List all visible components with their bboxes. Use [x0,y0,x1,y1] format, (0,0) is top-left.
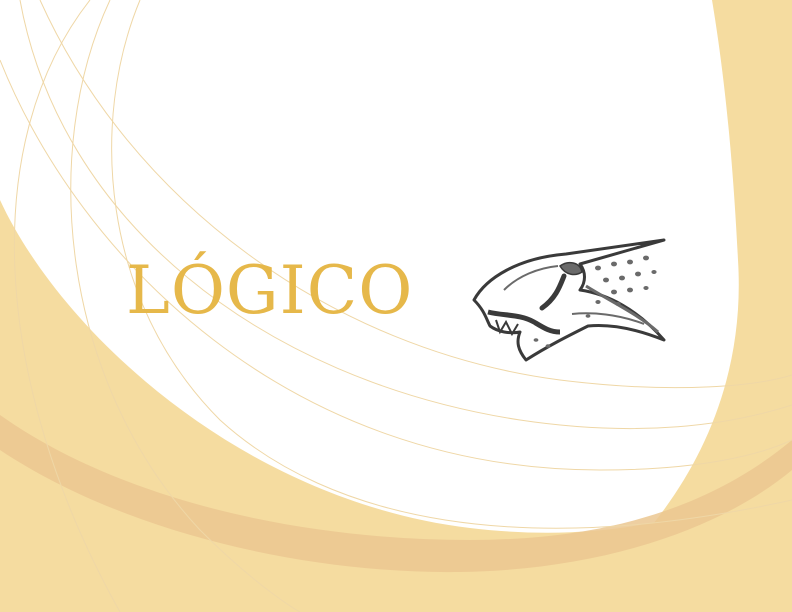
cheetah-head-icon [472,238,666,362]
right-swoosh-band [560,0,792,612]
brand-name: LÓGICO [126,258,413,324]
brand-name-text: LÓGICO [126,252,414,329]
overlap-arc [0,415,792,573]
